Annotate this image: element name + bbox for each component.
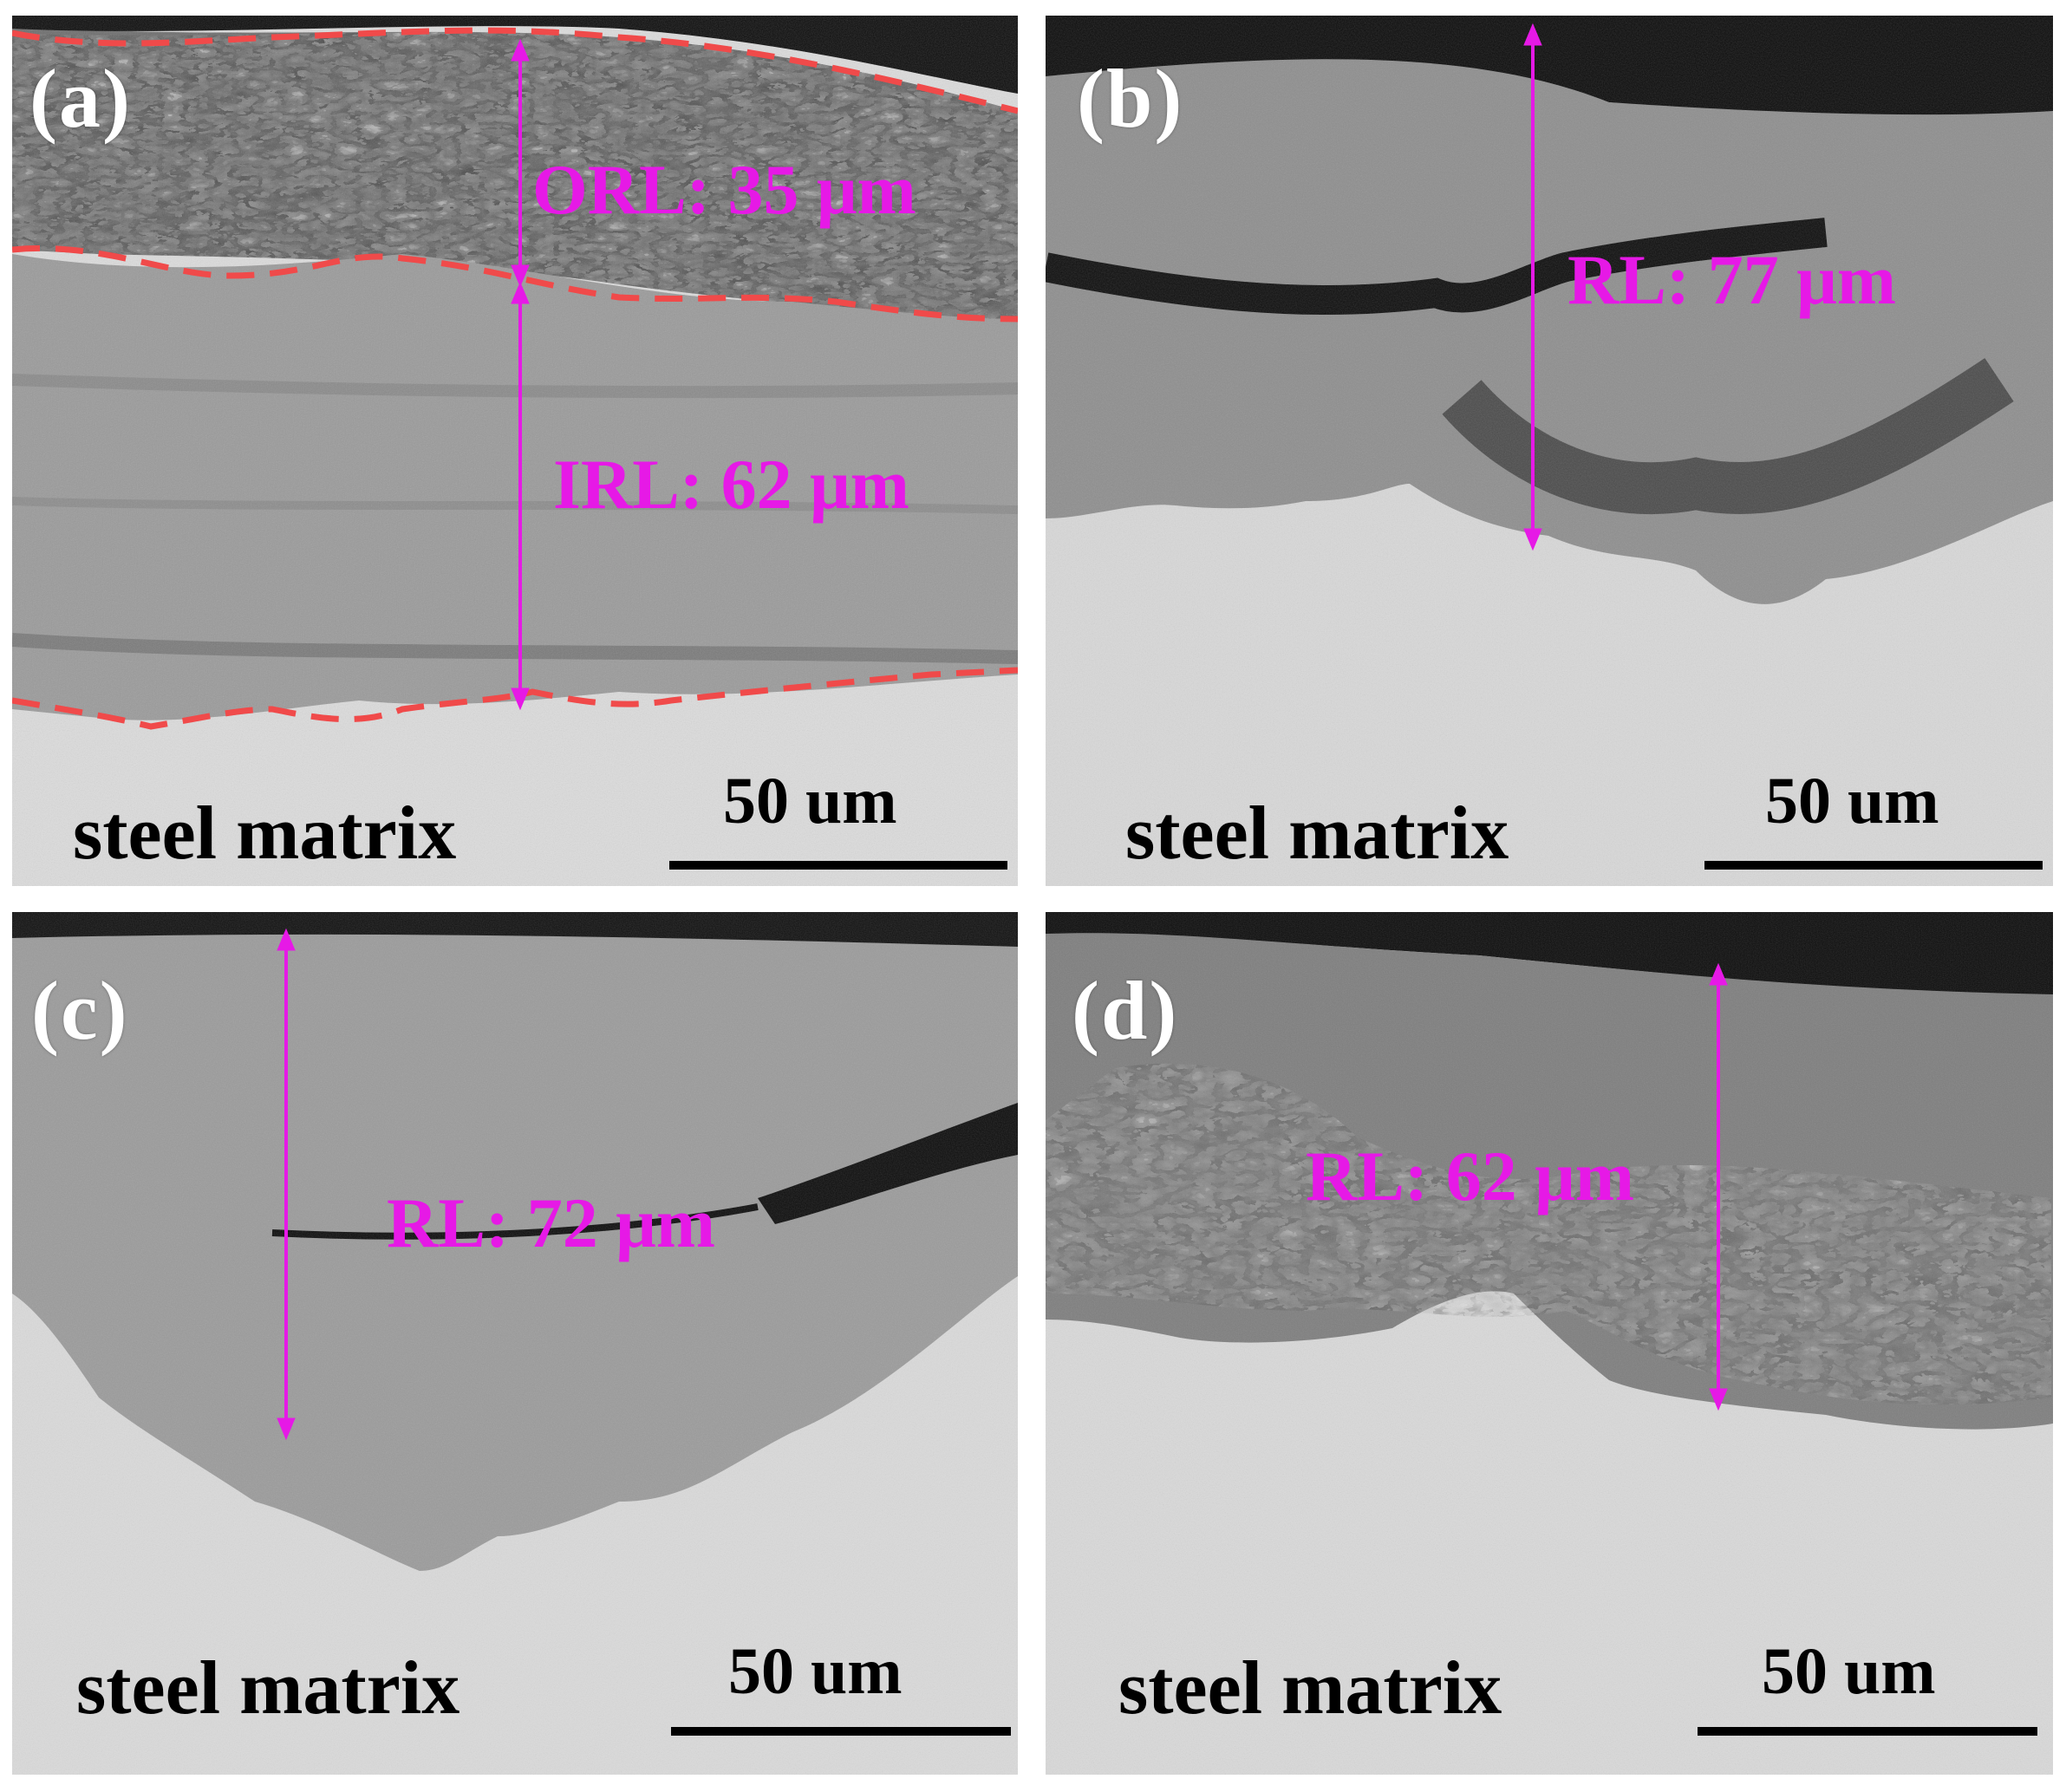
measurement-label-irl: IRL: 62 μm [553,445,909,524]
measurement-label-orl: ORL: 35 μm [532,150,916,229]
scale-bar [1698,1727,2037,1736]
scale-bar-label: 50 um [723,765,897,837]
panel-b: (b) RL: 77 μm steel matrix 50 um [1046,16,2053,886]
scale-bar [1704,861,2043,870]
scale-bar [669,861,1007,870]
substrate-label: steel matrix [76,1646,460,1730]
substrate-label: steel matrix [73,792,457,876]
sem-image-c [12,912,1018,1775]
panel-label: (c) [31,964,129,1057]
substrate-label: steel matrix [1125,792,1509,876]
measurement-label-rl: RL: 77 μm [1567,240,1897,319]
panel-label: (a) [29,52,132,145]
panel-d: (d) RL: 62 μm steel matrix 50 um [1046,912,2053,1775]
scale-bar-label: 50 um [728,1635,903,1708]
measurement-label-rl: RL: 62 μm [1306,1137,1635,1215]
scale-bar [671,1727,1011,1736]
panel-c: (c) RL: 72 μm steel matrix 50 um [12,912,1018,1775]
scale-bar-label: 50 um [1762,1635,1936,1708]
panel-label: (d) [1072,964,1179,1057]
sem-image-b [1046,16,2053,886]
scale-bar-label: 50 um [1765,765,1939,837]
measurement-label-rl: RL: 72 μm [387,1183,716,1262]
panel-label: (b) [1077,52,1184,145]
substrate-label: steel matrix [1118,1646,1502,1730]
sem-image-d [1046,912,2053,1775]
panel-a: (a) ORL: 35 μm IRL: 62 μm steel matrix 5… [12,16,1018,886]
